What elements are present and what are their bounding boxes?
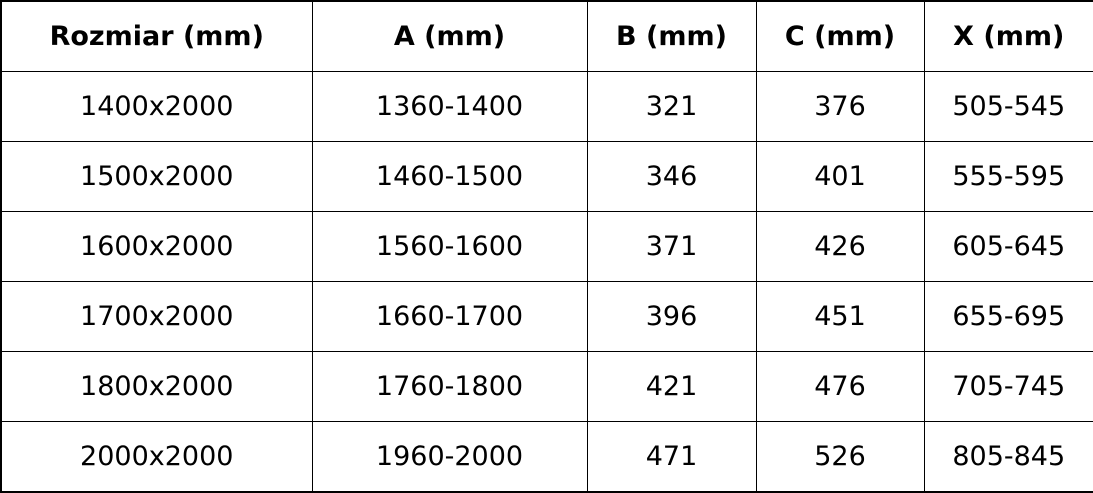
table-cell: 1600x2000 [0,211,313,282]
header-row: Rozmiar (mm) A (mm) B (mm) C (mm) X (mm) [0,0,1093,72]
table-row: 1500x2000 1460-1500 346 401 555-595 [0,141,1093,212]
table-cell: 1500x2000 [0,141,313,212]
table-cell: 1460-1500 [311,141,588,212]
table-cell: 1800x2000 [0,351,313,422]
column-header: B (mm) [586,0,757,72]
table-cell: 605-645 [923,211,1093,282]
table-cell: 1560-1600 [311,211,588,282]
column-header: X (mm) [923,0,1093,72]
column-header: Rozmiar (mm) [0,0,313,72]
table-cell: 555-595 [923,141,1093,212]
table-cell: 321 [586,71,757,142]
table-row: 1800x2000 1760-1800 421 476 705-745 [0,351,1093,422]
table-cell: 2000x2000 [0,421,313,493]
table-cell: 705-745 [923,351,1093,422]
table-cell: 1360-1400 [311,71,588,142]
table-cell: 451 [755,281,925,352]
table-cell: 505-545 [923,71,1093,142]
table-cell: 655-695 [923,281,1093,352]
table-cell: 396 [586,281,757,352]
table-cell: 1760-1800 [311,351,588,422]
column-header: C (mm) [755,0,925,72]
column-header: A (mm) [311,0,588,72]
table-cell: 346 [586,141,757,212]
table-cell: 1400x2000 [0,71,313,142]
table-cell: 371 [586,211,757,282]
table-row: 1700x2000 1660-1700 396 451 655-695 [0,281,1093,352]
table-row: 1400x2000 1360-1400 321 376 505-545 [0,71,1093,142]
table-row: 1600x2000 1560-1600 371 426 605-645 [0,211,1093,282]
table-cell: 471 [586,421,757,493]
table-cell: 421 [586,351,757,422]
table-cell: 476 [755,351,925,422]
table-cell: 1660-1700 [311,281,588,352]
table-cell: 426 [755,211,925,282]
table-row: 2000x2000 1960-2000 471 526 805-845 [0,421,1093,493]
table-cell: 1960-2000 [311,421,588,493]
table-cell: 805-845 [923,421,1093,493]
table-cell: 376 [755,71,925,142]
table-cell: 1700x2000 [0,281,313,352]
table-cell: 401 [755,141,925,212]
table-cell: 526 [755,421,925,493]
